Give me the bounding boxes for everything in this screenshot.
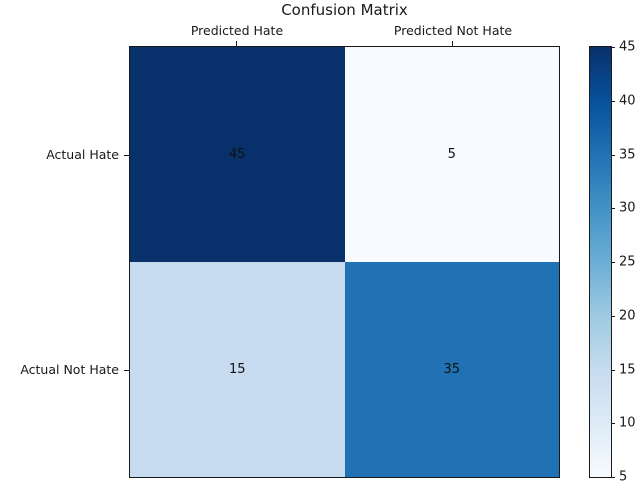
matrix-cell-value: 5	[447, 147, 456, 162]
colorbar-tick-mark	[611, 477, 615, 478]
matrix-cell-value: 35	[443, 362, 461, 377]
colorbar-tick-label: 35	[619, 147, 636, 162]
matrix-cell-r0c0: 45	[130, 47, 345, 262]
x-axis-label-predicted-hate: Predicted Hate	[190, 23, 284, 38]
matrix-cell-r1c0: 15	[130, 262, 345, 477]
colorbar-tick-mark	[611, 208, 615, 210]
colorbar-tick-label: 30	[619, 200, 636, 216]
colorbar	[589, 46, 612, 478]
y-tick-mark	[124, 155, 129, 156]
colorbar-tick-mark	[611, 315, 615, 317]
colorbar-tick-label: 15	[619, 362, 636, 377]
chart-title: Confusion Matrix	[281, 1, 408, 19]
x-axis-label-predicted-not-hate: Predicted Not Hate	[393, 23, 513, 38]
colorbar-tick-mark	[611, 154, 615, 156]
colorbar-tick-mark	[611, 423, 615, 425]
matrix-cell-value: 15	[228, 362, 246, 377]
colorbar-tick-mark	[611, 100, 615, 102]
colorbar-tick-mark	[611, 262, 615, 263]
y-axis-label-actual-not-hate: Actual Not Hate	[20, 362, 119, 377]
colorbar-tick-label: 40	[619, 93, 636, 109]
colorbar-tick-mark	[611, 369, 615, 371]
matrix-cell-value: 45	[228, 147, 246, 162]
colorbar-tick-label: 10	[619, 415, 636, 431]
colorbar-ticks: 5 10 15 20 25 30 35 40 45	[611, 41, 640, 484]
x-tick-mark	[452, 41, 453, 46]
colorbar-tick-label: 5	[619, 469, 628, 485]
matrix-cell-r1c1: 35	[344, 262, 559, 477]
y-axis-label-actual-hate: Actual Hate	[46, 147, 119, 162]
colorbar-tick-mark	[611, 47, 615, 48]
colorbar-tick-label: 20	[619, 308, 636, 324]
y-tick-mark	[124, 370, 129, 371]
colorbar-tick-label: 25	[619, 254, 636, 270]
heatmap-grid: 45 5 15 35	[129, 46, 560, 478]
matrix-cell-r0c1: 5	[344, 47, 559, 262]
colorbar-tick-label: 45	[619, 39, 636, 55]
x-tick-mark	[236, 41, 237, 46]
